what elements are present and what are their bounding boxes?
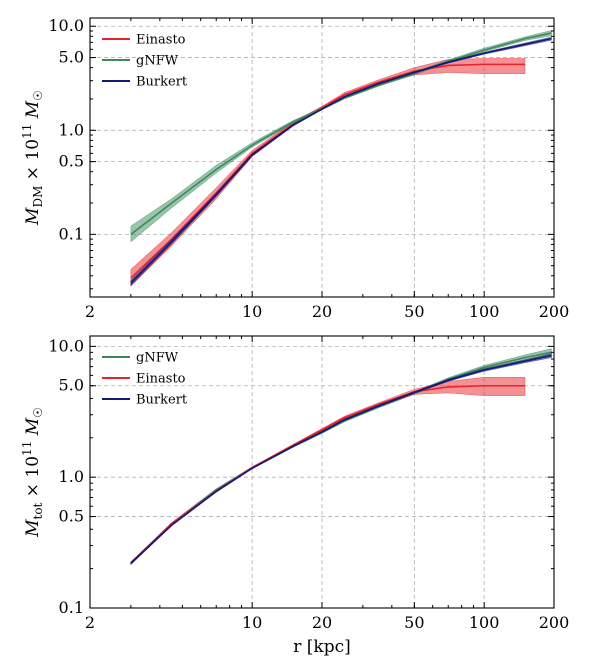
y-axis-label-part: M	[23, 100, 43, 123]
x-tick-label: 50	[404, 302, 424, 321]
legend-label: gNFW	[136, 351, 179, 366]
legend-label: gNFW	[136, 54, 179, 69]
legend: Einasto gNFW Burkert	[102, 33, 188, 90]
y-axis-label-part: × 10	[23, 139, 43, 186]
y-axis-label-part: tot	[31, 502, 45, 519]
y-tick-label: 0.5	[59, 152, 84, 171]
y-axis-label: MDM × 1011 M☉	[20, 90, 45, 226]
panel-top: 2 10 20 50 100 200 0.1 0.5 1.0 5.0 10.0 MDM × 1011 …	[20, 16, 569, 321]
series-line-einasto	[130, 63, 526, 279]
y-tick-label: 10.0	[48, 336, 84, 355]
x-tick-label: 10	[242, 613, 262, 632]
x-tick-label: 2	[85, 302, 95, 321]
x-tick-label: 10	[242, 302, 262, 321]
y-axis-label-part: ☉	[31, 407, 45, 418]
x-tick-label: 100	[469, 302, 500, 321]
series-line-einasto	[130, 384, 526, 564]
series-line-burkert	[130, 354, 552, 564]
x-axis-label: r [kpc]	[293, 637, 351, 657]
x-tick-label: 100	[469, 613, 500, 632]
y-axis-label-part: DM	[31, 186, 45, 208]
y-axis-label-part: 11	[20, 441, 34, 456]
panel-bottom: 2 10 20 50 100 200 0.1 0.5 1.0 5.0 10.0 Mtot × 1011…	[20, 335, 570, 657]
band-einasto	[130, 377, 526, 566]
x-tick-label: 2	[85, 613, 95, 632]
y-axis-label-part: M	[23, 207, 43, 226]
series-line-burkert	[130, 37, 552, 284]
legend-label: Einasto	[136, 33, 186, 48]
legend-label: Burkert	[136, 75, 188, 90]
y-axis-label-part: 11	[20, 124, 34, 139]
x-tick-label: 200	[539, 613, 570, 632]
legend: gNFW Einasto Burkert	[102, 351, 188, 408]
x-tick-label: 20	[312, 613, 332, 632]
legend-label: Burkert	[136, 393, 188, 408]
legend-label: Einasto	[136, 372, 186, 387]
y-axis-label-part: M	[23, 417, 43, 440]
y-tick-label: 5.0	[59, 376, 84, 395]
y-axis-label: Mtot × 1011 M☉	[20, 407, 45, 538]
x-tick-label: 200	[539, 302, 570, 321]
y-tick-label: 0.1	[59, 598, 84, 617]
x-tick-label: 50	[404, 613, 424, 632]
y-axis-label-part: ☉	[31, 90, 45, 101]
y-tick-label: 10.0	[48, 16, 84, 35]
y-axis-label-part: × 10	[23, 456, 43, 503]
y-tick-label: 0.1	[59, 224, 84, 243]
series-line-gnfw	[130, 32, 552, 235]
y-tick-label: 0.5	[59, 507, 84, 526]
y-tick-label: 1.0	[59, 467, 84, 486]
y-tick-label: 1.0	[59, 120, 84, 139]
band-einasto	[130, 58, 526, 287]
y-tick-label: 5.0	[59, 48, 84, 67]
band-burkert	[130, 36, 552, 287]
y-axis-label-part: M	[23, 519, 43, 538]
x-tick-label: 20	[312, 302, 332, 321]
band-gnfw	[130, 30, 552, 243]
